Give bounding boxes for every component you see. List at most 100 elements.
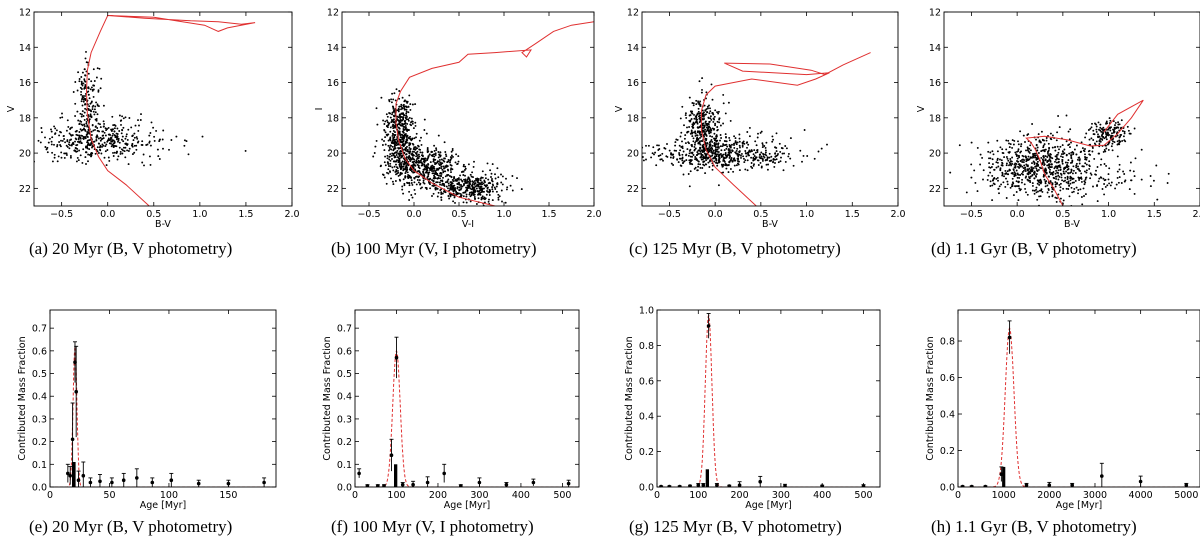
data-point xyxy=(83,111,86,114)
data-point xyxy=(1002,181,1005,184)
data-point xyxy=(444,157,446,160)
data-point xyxy=(413,188,416,191)
data-point xyxy=(706,111,709,114)
x-tick-label: 100 xyxy=(160,490,178,501)
data-point xyxy=(1103,163,1106,165)
data-point xyxy=(736,153,739,156)
data-point xyxy=(1035,138,1037,141)
data-point xyxy=(394,147,397,150)
data-point xyxy=(413,181,416,184)
data-point xyxy=(85,122,88,125)
data-point xyxy=(396,149,399,152)
data-point xyxy=(463,178,465,181)
data-point xyxy=(1095,130,1098,133)
data-point xyxy=(1049,137,1052,140)
data-point xyxy=(1031,162,1033,165)
data-point xyxy=(59,116,62,119)
data-point xyxy=(712,113,715,115)
data-point xyxy=(757,164,760,166)
x-tick-label: 1.0 xyxy=(799,209,814,220)
data-point xyxy=(1061,159,1064,161)
data-point xyxy=(400,161,403,164)
data-point xyxy=(494,173,496,176)
data-point xyxy=(418,155,421,158)
data-point xyxy=(704,121,707,124)
data-point xyxy=(714,124,717,127)
data-point xyxy=(1058,175,1061,178)
data-point xyxy=(1107,173,1110,176)
data-point xyxy=(990,166,993,168)
data-point xyxy=(1021,171,1024,173)
data-point xyxy=(56,160,59,163)
data-point xyxy=(738,169,741,172)
data-point xyxy=(1111,132,1113,135)
data-point xyxy=(474,190,477,193)
data-point xyxy=(774,162,776,164)
data-point xyxy=(727,147,730,150)
point-marker xyxy=(477,480,482,485)
data-point xyxy=(1084,136,1087,139)
data-point xyxy=(114,136,117,139)
data-point xyxy=(707,125,710,128)
data-point xyxy=(751,150,753,153)
data-point xyxy=(86,141,89,144)
data-point xyxy=(394,99,397,102)
data-point xyxy=(90,130,93,133)
data-point xyxy=(696,169,699,172)
data-point xyxy=(454,179,457,182)
data-point xyxy=(1006,180,1009,183)
data-point xyxy=(59,130,61,133)
data-point xyxy=(1118,168,1121,171)
data-point xyxy=(1007,159,1010,162)
data-point xyxy=(392,118,395,121)
y-tick-label: 0.0 xyxy=(337,483,352,494)
y-axis-label: Contributed Mass Fraction xyxy=(17,336,28,460)
data-point xyxy=(133,132,136,135)
data-point xyxy=(405,110,408,113)
data-point xyxy=(396,156,399,159)
data-point xyxy=(1051,134,1054,137)
x-tick-label: 1.5 xyxy=(1147,209,1162,220)
data-point xyxy=(391,158,393,160)
data-point xyxy=(627,141,629,143)
data-point xyxy=(712,157,715,160)
data-point xyxy=(405,114,408,117)
data-point xyxy=(717,184,720,187)
data-point xyxy=(412,143,415,146)
data-point xyxy=(713,139,716,142)
data-point xyxy=(61,116,64,119)
data-point xyxy=(712,152,714,155)
data-point xyxy=(406,137,408,139)
data-point xyxy=(709,126,711,129)
data-point xyxy=(659,158,662,161)
data-point xyxy=(724,164,727,167)
data-point xyxy=(382,119,385,122)
y-tick-label: 18 xyxy=(627,113,639,124)
data-point xyxy=(695,157,698,160)
data-point xyxy=(1040,181,1043,184)
data-point xyxy=(756,151,759,153)
data-point xyxy=(1124,140,1127,143)
data-point xyxy=(716,164,719,167)
data-point xyxy=(753,149,756,152)
data-point xyxy=(1049,180,1052,183)
data-point xyxy=(161,138,164,141)
data-point xyxy=(1115,126,1118,129)
x-tick-label: 0 xyxy=(47,490,53,501)
data-point xyxy=(1140,148,1143,151)
data-point xyxy=(1065,114,1068,117)
data-point xyxy=(996,161,999,164)
data-point xyxy=(491,163,494,166)
data-point xyxy=(781,152,784,155)
data-point xyxy=(700,153,703,156)
data-point xyxy=(120,132,123,135)
data-point xyxy=(473,196,476,198)
point-marker xyxy=(459,484,463,487)
data-point xyxy=(704,133,707,136)
data-point xyxy=(422,179,425,182)
data-point xyxy=(992,179,994,182)
data-point xyxy=(1120,126,1123,129)
data-point xyxy=(415,136,417,139)
point-marker xyxy=(667,484,672,487)
